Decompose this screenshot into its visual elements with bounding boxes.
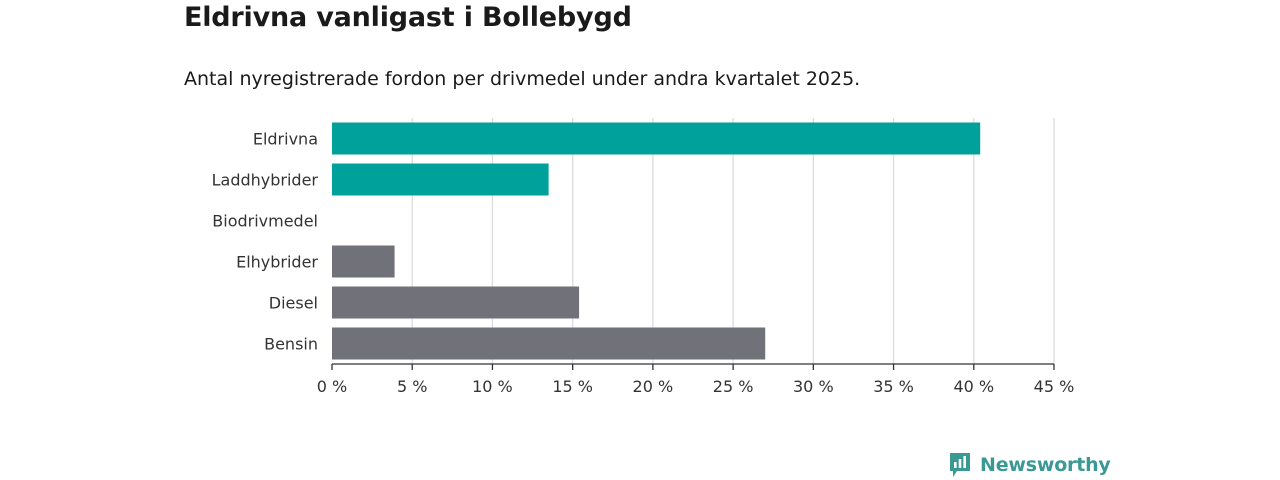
category-label: Laddhybrider — [212, 171, 319, 190]
category-label: Diesel — [269, 294, 318, 313]
category-label: Biodrivmedel — [212, 212, 318, 231]
x-tick-label: 10 % — [472, 377, 513, 396]
category-labels: Eldrivna Laddhybrider Biodrivmedel Elhybrid… — [212, 130, 319, 354]
bar — [332, 286, 580, 319]
x-tick-label: 45 % — [1034, 377, 1075, 396]
newsworthy-logo: Newsworthy — [948, 451, 1111, 479]
category-label: Elhybrider — [236, 253, 318, 272]
x-tick-label: 0 % — [317, 377, 347, 396]
category-label: Eldrivna — [253, 130, 318, 149]
brand-name: Newsworthy — [980, 454, 1111, 476]
bars — [332, 122, 981, 360]
x-tick-label: 5 % — [397, 377, 427, 396]
chart-subtitle: Antal nyregistrerade fordon per drivmede… — [184, 68, 861, 90]
x-tick-label: 25 % — [713, 377, 754, 396]
x-tick-label: 15 % — [552, 377, 593, 396]
x-tick-label: 30 % — [793, 377, 834, 396]
bar — [332, 245, 395, 278]
bar — [332, 122, 981, 155]
x-tick-label: 20 % — [633, 377, 674, 396]
chart-title: Eldrivna vanligast i Bollebygd — [184, 2, 632, 33]
x-tick-label: 40 % — [953, 377, 994, 396]
grid-lines — [411, 118, 1055, 364]
bar — [332, 327, 766, 360]
category-label: Bensin — [264, 335, 318, 354]
x-axis: 0 % 5 % 10 % 15 % 20 % 25 % 30 % 35 % 40 % 45 % — [317, 363, 1075, 396]
newsworthy-logo-icon — [950, 453, 970, 477]
x-tick-label: 35 % — [873, 377, 914, 396]
bar — [332, 163, 549, 196]
